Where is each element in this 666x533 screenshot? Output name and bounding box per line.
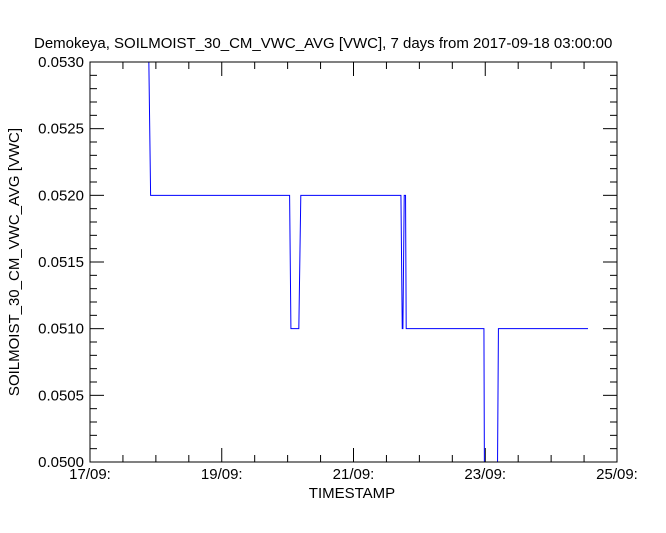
y-tick-label: 0.0510 [38, 321, 84, 338]
x-tick-label: 19/09: [201, 466, 243, 483]
x-tick-label: 21/09: [333, 466, 375, 483]
y-tick-label: 0.0520 [38, 187, 84, 204]
y-tick-label: 0.0505 [38, 387, 84, 404]
x-tick-label: 23/09: [464, 466, 506, 483]
x-tick-label: 17/09: [69, 466, 111, 483]
x-tick-label: 25/09: [596, 466, 638, 483]
x-axis-label: TIMESTAMP [309, 485, 395, 502]
y-tick-label: 0.0500 [38, 454, 84, 471]
y-axis-label: SOILMOIST_30_CM_VWC_AVG [VWC] [6, 128, 23, 396]
plot-frame [89, 61, 618, 463]
y-tick-label: 0.0525 [38, 121, 84, 138]
chart-title: Demokeya, SOILMOIST_30_CM_VWC_AVG [VWC],… [34, 35, 612, 52]
series-line [148, 62, 589, 462]
y-tick-label: 0.0530 [38, 54, 84, 71]
y-tick-label: 0.0515 [38, 254, 84, 271]
